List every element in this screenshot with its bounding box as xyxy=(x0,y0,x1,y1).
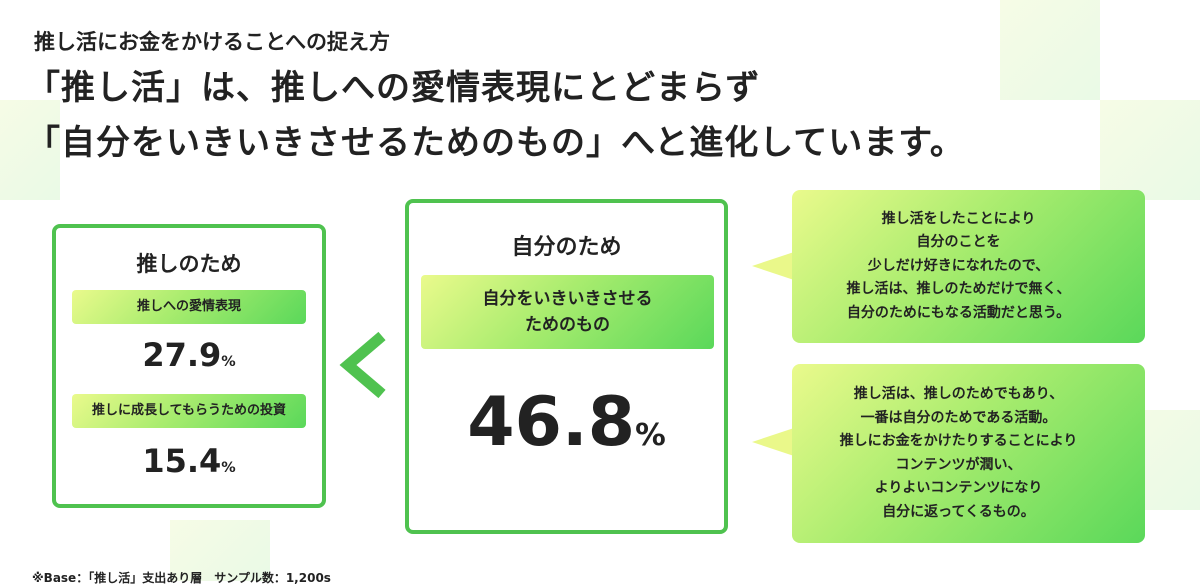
quote-line: 一番は自分のためである活動。 xyxy=(860,409,1057,426)
quote-line: 自分に返ってくるもの。 xyxy=(882,503,1035,520)
chevron-left-icon xyxy=(339,331,386,399)
label-line: ためのもの xyxy=(525,315,610,335)
quote-line: 自分のことを xyxy=(916,234,1001,251)
quote-line: 自分のためにもなる活動だと思う。 xyxy=(846,304,1071,321)
for-self-panel: 自分のため 自分をいきいきさせる ためのもの 46.8% xyxy=(405,199,728,534)
footnote: ※Base：「推し活」支出あり層 サンプル数：1,200s xyxy=(32,571,331,585)
background-pattern xyxy=(170,520,270,581)
subtitle: 推し活にお金をかけることへの捉え方 xyxy=(34,30,390,54)
item-label: 推しへの愛情表現 xyxy=(72,290,306,324)
label-line: 自分をいきいきさせる xyxy=(482,289,653,309)
quote-bubble: 推し活は、推しのためでもあり、 一番は自分のためである活動。 推しにお金をかけた… xyxy=(792,364,1145,543)
for-oshi-panel: 推しのため 推しへの愛情表現 27.9% 推しに成長してもらうための投資 15.… xyxy=(52,224,326,508)
quote-line: 推し活は、推しのためでもあり、 xyxy=(853,386,1064,402)
main-value: 46.8% xyxy=(467,383,666,462)
panel-title: 自分のため xyxy=(511,235,622,260)
speech-bubble-tail xyxy=(752,428,794,456)
highlight-label: 自分をいきいきさせる ためのもの xyxy=(421,275,714,349)
headline-line-2: 「自分をいきいきさせるためのもの」へと進化しています。 xyxy=(26,123,965,163)
speech-bubble-tail xyxy=(752,252,794,280)
quote-line: よりよいコンテンツになり xyxy=(874,480,1043,496)
headline-line-1: 「推し活」は、推しへの愛情表現にとどまらず xyxy=(26,68,761,108)
background-pattern xyxy=(1000,0,1100,100)
quote-line: 推しにお金をかけたりすることにより xyxy=(839,433,1078,449)
panel-title: 推しのため xyxy=(136,252,242,276)
quote-bubble: 推し活をしたことにより 自分のことを 少しだけ好きになれたので、 推し活は、推し… xyxy=(792,190,1145,343)
quote-line: コンテンツが潤い、 xyxy=(895,456,1022,473)
background-pattern xyxy=(0,100,60,200)
item-value: 27.9% xyxy=(142,336,236,374)
quote-line: 少しだけ好きになれたので、 xyxy=(867,257,1050,274)
background-pattern xyxy=(1100,100,1200,200)
quote-line: 推し活は、推しのためだけで無く、 xyxy=(846,281,1071,298)
item-value: 15.4% xyxy=(142,442,236,480)
item-label: 推しに成長してもらうための投資 xyxy=(72,394,306,428)
quote-line: 推し活をしたことにより xyxy=(881,210,1036,227)
